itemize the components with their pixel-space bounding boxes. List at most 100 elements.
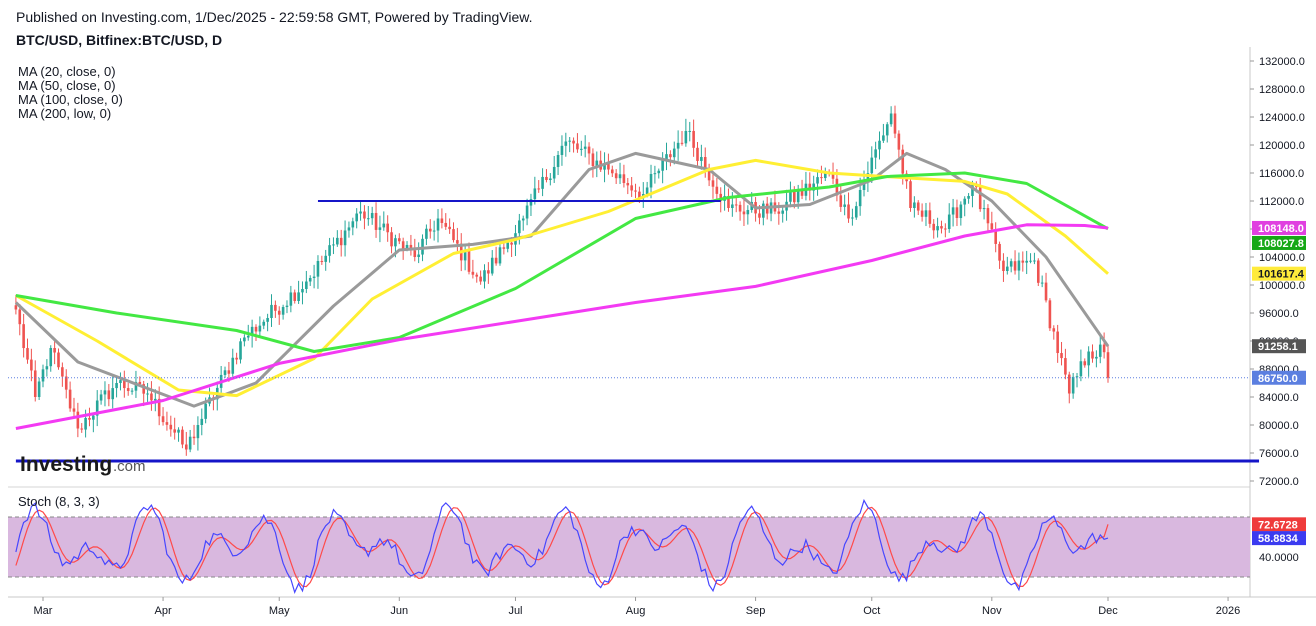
candle-body <box>119 380 122 383</box>
candle-body <box>549 178 552 181</box>
legend-ma50[interactable]: MA (50, close, 0) <box>18 78 116 93</box>
candle-body <box>92 415 95 420</box>
candle-body <box>1040 282 1044 284</box>
price-tag-4: 86750.0 <box>1258 373 1298 385</box>
ma200-line <box>15 223 1109 430</box>
candle-body <box>1021 260 1025 263</box>
candle-body <box>308 277 312 282</box>
stoch-label[interactable]: Stoch (8, 3, 3) <box>18 494 100 509</box>
candle-body <box>971 183 974 196</box>
candle-body <box>320 260 324 262</box>
stoch-k-tag-bg <box>1252 531 1306 546</box>
candle-body <box>700 157 703 161</box>
candle-body <box>134 381 138 391</box>
logo-suffix: .com <box>113 458 146 475</box>
candle-body <box>529 199 533 206</box>
candle-body <box>1102 344 1106 353</box>
candle-body <box>572 140 575 144</box>
candle-body <box>374 212 378 230</box>
candle-body <box>731 204 734 208</box>
candle-body <box>165 422 169 425</box>
candle-body <box>653 173 657 175</box>
candle-body <box>889 113 893 125</box>
candle-body <box>560 145 564 155</box>
candle-body <box>184 444 188 450</box>
candle-body <box>638 191 641 199</box>
candle-body <box>53 348 56 353</box>
candle-body <box>107 390 111 400</box>
y-tick-label: 124000.0 <box>1259 112 1305 124</box>
candle-body <box>839 195 843 207</box>
candle-body <box>618 174 622 179</box>
price-tag-2: 101617.4 <box>1258 269 1305 281</box>
candle-body <box>367 218 370 220</box>
candle-body <box>246 335 250 338</box>
candle-body <box>448 226 451 230</box>
candle-body <box>595 160 599 167</box>
candle-body <box>843 204 846 207</box>
candle-body <box>661 159 664 171</box>
candle-body <box>978 187 982 210</box>
candle-body <box>49 348 53 367</box>
candle-body <box>502 247 506 249</box>
candle-body <box>456 240 459 244</box>
candle-body <box>328 245 331 256</box>
candle-body <box>885 124 889 136</box>
candle-body <box>994 229 997 244</box>
candle-body <box>188 436 192 450</box>
candle-body <box>793 191 796 203</box>
candle-body <box>1044 282 1048 301</box>
stoch-k-line <box>15 498 1109 595</box>
logo-brand: Investing <box>20 453 112 476</box>
candle-body <box>1060 353 1063 359</box>
moving-averages-group <box>14 151 1110 430</box>
candle-body <box>196 425 200 439</box>
x-tick-label: Jun <box>390 605 408 617</box>
legend-ma100[interactable]: MA (100, close, 0) <box>18 92 123 107</box>
price-tag-4-bg <box>1252 370 1306 385</box>
candle-body <box>603 163 606 170</box>
candle-body <box>154 398 157 401</box>
candle-body <box>1006 266 1009 271</box>
candle-body <box>390 232 393 247</box>
candle-body <box>258 325 262 332</box>
candle-body <box>610 169 614 174</box>
candle-body <box>444 222 448 227</box>
candle-body <box>370 212 374 219</box>
legend-ma200[interactable]: MA (200, low, 0) <box>18 106 112 121</box>
candle-body <box>897 133 901 150</box>
y-tick-label: 120000.0 <box>1259 140 1305 152</box>
candle-body <box>533 188 537 200</box>
candle-body <box>568 140 571 142</box>
candle-body <box>490 257 494 274</box>
candle-body <box>157 398 161 417</box>
price-tag-3: 91258.1 <box>1258 341 1298 353</box>
candle-body <box>820 177 823 179</box>
candle-body <box>808 183 812 191</box>
candle-body <box>564 141 568 146</box>
candle-body <box>84 417 87 430</box>
candle-body <box>405 244 409 250</box>
candle-body <box>130 390 134 392</box>
x-tick-label: 2026 <box>1216 605 1240 617</box>
candle-body <box>88 417 91 420</box>
candle-body <box>707 168 711 181</box>
candle-body <box>281 307 285 315</box>
legend-ma20[interactable]: MA (20, close, 0) <box>18 64 116 79</box>
candle-body <box>181 429 184 445</box>
candle-body <box>510 242 513 245</box>
candle-body <box>351 221 355 228</box>
candle-body <box>173 429 176 433</box>
candle-body <box>421 238 424 255</box>
candle-body <box>645 187 649 194</box>
x-tick-label: Mar <box>34 605 53 617</box>
candles-group <box>14 105 1110 456</box>
candle-body <box>746 209 750 215</box>
candle-body <box>901 149 905 174</box>
stoch-lines-group <box>15 498 1109 595</box>
candle-body <box>823 172 827 179</box>
candle-body <box>289 292 293 306</box>
candle-body <box>777 211 781 214</box>
candle-body <box>479 276 482 282</box>
